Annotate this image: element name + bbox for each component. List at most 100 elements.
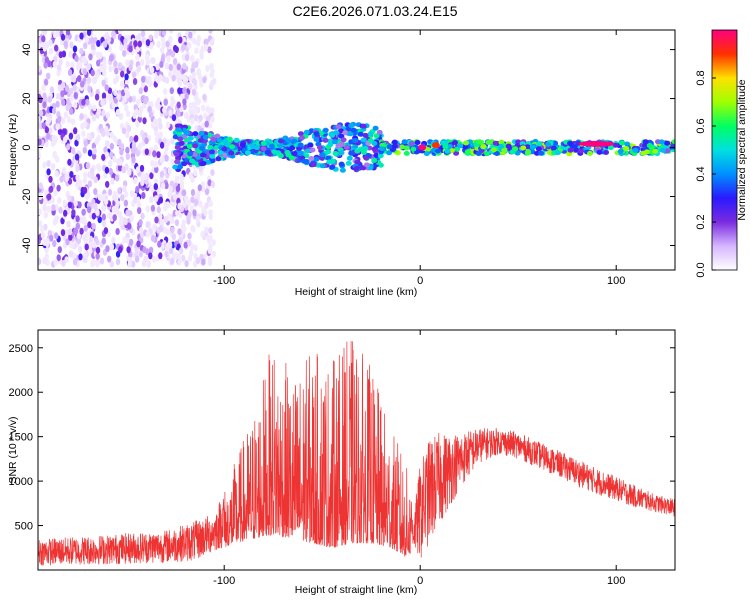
spectrogram-cell bbox=[457, 143, 464, 149]
spectrogram-cell bbox=[105, 129, 110, 137]
spectrogram-cell bbox=[313, 137, 320, 142]
spectrogram-cell bbox=[664, 140, 671, 146]
spectrogram-cell bbox=[184, 260, 189, 268]
spectrogram-cell bbox=[490, 147, 497, 153]
spectrogram-cell bbox=[327, 142, 334, 147]
spectrogram-cell bbox=[158, 196, 164, 204]
spectrogram-cell bbox=[78, 179, 83, 187]
spectrogram-cell bbox=[520, 145, 527, 151]
spectrogram-cell bbox=[51, 107, 57, 115]
spectrogram-cell bbox=[190, 189, 196, 196]
spectrogram-cell bbox=[67, 69, 73, 76]
spectrogram-cell bbox=[271, 149, 278, 155]
spectrogram-cell bbox=[118, 219, 124, 227]
spectrogram-cell bbox=[187, 232, 192, 240]
spectrogram-cell bbox=[56, 64, 62, 72]
spectrogram-cell bbox=[187, 254, 193, 262]
spectrogram-cell bbox=[596, 149, 603, 155]
spectrogram-cell bbox=[143, 85, 148, 93]
spectrogram-cell bbox=[141, 260, 147, 268]
spectrogram-cell bbox=[137, 40, 142, 48]
spectrogram-cell bbox=[181, 254, 186, 262]
snr-y-tick-label: 1500 bbox=[9, 432, 33, 444]
spectrogram-cell bbox=[215, 156, 222, 162]
spectrogram-cell bbox=[104, 84, 109, 92]
spectrogram-cell bbox=[102, 59, 107, 67]
spectrogram-cell bbox=[123, 42, 128, 50]
spectrogram-cell bbox=[352, 138, 359, 143]
spectrogram-cell bbox=[70, 242, 76, 250]
spectrogram-cell bbox=[196, 98, 201, 106]
spectrogram-cell bbox=[191, 101, 196, 109]
spectrogram-cell bbox=[41, 30, 46, 37]
spectrogram-cell bbox=[184, 92, 189, 100]
spectrogram-cell bbox=[72, 258, 78, 266]
spectrogram-cell bbox=[138, 250, 144, 258]
spectrogram-cell bbox=[301, 158, 308, 164]
spectrogram-cell bbox=[70, 147, 76, 155]
spectrogram-cell bbox=[183, 241, 188, 249]
spectrogram-cell bbox=[131, 71, 137, 79]
spectrogram-cell bbox=[96, 164, 102, 172]
spectrogram-cell bbox=[101, 79, 106, 87]
spectrogram-cell bbox=[68, 50, 73, 58]
spectrogram-cell bbox=[319, 152, 326, 158]
spectrogram-cell bbox=[209, 153, 216, 159]
spectrogram-cell bbox=[65, 30, 71, 36]
spectrogram-cell bbox=[448, 148, 455, 153]
spectrogram-cell bbox=[401, 139, 408, 145]
spectrogram-y-label: Frequency (Hz) bbox=[7, 114, 19, 186]
spectrogram-cell bbox=[95, 260, 100, 268]
spectrogram-hotspot bbox=[578, 140, 615, 147]
spectrogram-cell bbox=[109, 151, 114, 159]
spectrogram-cell bbox=[61, 167, 67, 174]
spectrogram-cell bbox=[138, 219, 143, 227]
spectrogram-cell bbox=[348, 123, 355, 128]
spectrogram-cell bbox=[391, 143, 398, 149]
spectrogram-cell bbox=[68, 132, 74, 140]
spectrogram-cell bbox=[101, 153, 106, 161]
spectrogram-cell bbox=[119, 44, 124, 52]
spectrogram-cell bbox=[177, 202, 182, 210]
spectrogram-cell bbox=[135, 149, 141, 157]
spectrogram-cell bbox=[41, 84, 46, 92]
spectrogram-cell bbox=[153, 160, 158, 168]
spectrogram-cell bbox=[484, 151, 490, 157]
spectrogram-cell bbox=[229, 144, 235, 150]
spectrogram-cell bbox=[326, 159, 333, 165]
spectrogram-cell bbox=[160, 155, 165, 163]
spectrogram-cell bbox=[335, 143, 342, 149]
spectrogram-cell bbox=[75, 174, 80, 182]
spectrogram-cell bbox=[550, 145, 557, 151]
spectrogram-cell bbox=[140, 179, 145, 187]
spectrogram-cell bbox=[309, 147, 316, 153]
spectrogram-cell bbox=[48, 39, 53, 47]
spectrogram-cell bbox=[46, 205, 51, 213]
spectrogram-cell bbox=[371, 158, 378, 163]
spectrogram-cell bbox=[38, 103, 41, 111]
spectrogram-cell bbox=[476, 139, 483, 145]
spectrogram-cell bbox=[144, 53, 150, 61]
spectrogram-cell bbox=[60, 33, 66, 41]
spectrogram-cell bbox=[101, 130, 106, 138]
spectrogram-cell bbox=[202, 76, 207, 84]
spectrogram-cell bbox=[322, 127, 329, 133]
spectrogram-x-tick-label: 100 bbox=[607, 275, 625, 287]
spectrogram-cell bbox=[362, 132, 369, 138]
spectrogram-cell bbox=[163, 98, 168, 106]
spectrogram-cell bbox=[391, 139, 398, 145]
spectrogram-cell bbox=[38, 42, 42, 50]
spectrogram-cell bbox=[74, 55, 79, 62]
spectrogram-cell bbox=[182, 74, 187, 82]
spectrogram-cell bbox=[150, 234, 156, 242]
spectrogram-cell bbox=[446, 144, 453, 149]
spectrogram-cell bbox=[403, 145, 410, 151]
spectrogram-cell bbox=[74, 139, 79, 147]
spectrogram-cell bbox=[190, 54, 195, 62]
spectrogram-cell bbox=[112, 135, 118, 143]
spectrogram-cell bbox=[112, 155, 117, 163]
spectrogram-cell bbox=[96, 59, 101, 67]
spectrogram-cell bbox=[82, 186, 88, 194]
spectrogram-cell bbox=[203, 43, 209, 51]
spectrogram-cell bbox=[88, 53, 93, 61]
